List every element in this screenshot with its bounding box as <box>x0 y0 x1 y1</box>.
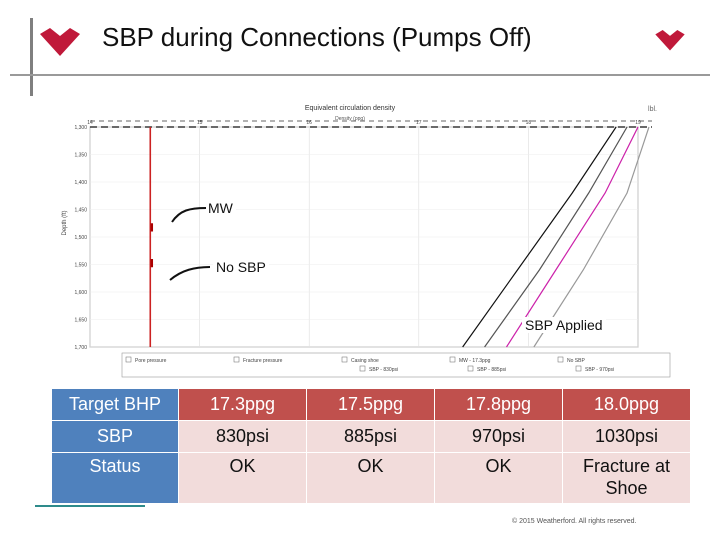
legend-checkbox-5 <box>359 365 366 372</box>
brand-logo-icon-right <box>655 30 685 51</box>
title-divider-horizontal <box>10 74 710 76</box>
slide-title: SBP during Connections (Pumps Off) <box>102 22 532 52</box>
title-divider-vertical <box>30 18 33 96</box>
legend-checkbox-2 <box>341 356 348 363</box>
cell-bhp-2: 17.5ppg <box>307 389 435 421</box>
cell-sbp-1: 830psi <box>179 421 307 453</box>
legend-label-3: MW - 17.3ppg <box>459 358 491 364</box>
row-header-status: Status <box>52 453 179 503</box>
y-axis-label: Depth (ft) <box>62 210 68 235</box>
y-tick-label-2: 1,400 <box>74 180 87 186</box>
legend-checkbox-3 <box>449 356 456 363</box>
legend-label-2: Casing shoe <box>351 358 379 364</box>
legend-box <box>121 352 671 378</box>
table-row-sbp: SBP 830psi 885psi 970psi 1030psi <box>52 421 691 453</box>
cell-bhp-4: 18.0ppg <box>563 389 691 421</box>
y-tick-label-4: 1,500 <box>74 235 87 241</box>
cell-status-4: Fracture at Shoe <box>563 453 691 503</box>
legend-label-7: SBP - 970psi <box>585 367 614 373</box>
legend-label-4: No SBP <box>567 358 585 364</box>
series-line-4 <box>505 126 639 348</box>
x-tick-label-2: 16 <box>306 120 312 126</box>
copyright-text: © 2015 Weatherford. All rights reserved. <box>512 518 637 525</box>
legend-label-0: Pore pressure <box>135 358 167 364</box>
y-tick-label-0: 1,300 <box>74 125 87 131</box>
y-tick-label-6: 1,600 <box>74 290 87 296</box>
ecd-chart: Equivalent circulation density Density (… <box>60 95 672 379</box>
brand-logo-icon <box>40 28 80 56</box>
legend-checkbox-7 <box>575 365 582 372</box>
y-tick-label-1: 1,350 <box>74 153 87 159</box>
x-tick-label-1: 15 <box>197 120 203 126</box>
cell-status-1: OK <box>179 453 307 503</box>
legend-checkbox-0 <box>125 356 132 363</box>
leader-mw <box>171 207 207 223</box>
row-header-sbp: SBP <box>52 421 179 453</box>
y-tick-label-5: 1,550 <box>74 263 87 269</box>
series-line-5 <box>533 126 650 348</box>
bhp-table: Target BHP 17.3ppg 17.5ppg 17.8ppg 18.0p… <box>52 389 691 503</box>
callout-no-sbp: No SBP <box>213 259 269 275</box>
legend-label-6: SBP - 885psi <box>477 367 506 373</box>
legend-checkbox-4 <box>557 356 564 363</box>
callout-sbp-applied: SBP Applied <box>522 317 606 333</box>
cell-bhp-1: 17.3ppg <box>179 389 307 421</box>
leader-no-sbp <box>169 266 210 281</box>
legend-label-1: Fracture pressure <box>243 358 283 364</box>
callout-mw: MW <box>205 200 236 216</box>
footer-accent-line <box>35 505 145 507</box>
chart-subtitle: Density (ppg) <box>335 116 365 122</box>
callout-leaders <box>169 207 210 281</box>
cell-sbp-4: 1030psi <box>563 421 691 453</box>
y-tick-label-3: 1,450 <box>74 208 87 214</box>
table-row-status: Status OK OK OK Fracture at Shoe <box>52 453 691 503</box>
legend-label-5: SBP - 830psi <box>369 367 398 373</box>
chart-legend: Pore pressure Fracture pressure Casing sho… <box>121 352 671 378</box>
legend-checkbox-6 <box>467 365 474 372</box>
cell-status-2: OK <box>307 453 435 503</box>
legend-checkbox-1 <box>233 356 240 363</box>
cell-status-3: OK <box>435 453 563 503</box>
cell-sbp-3: 970psi <box>435 421 563 453</box>
series-line-2 <box>462 126 617 348</box>
cell-sbp-2: 885psi <box>307 421 435 453</box>
chart-title: Equivalent circulation density <box>305 105 396 112</box>
x-tick-label-5: 19 <box>635 120 641 126</box>
chart-corner-label: lbl. <box>648 106 657 113</box>
x-tick-label-4: 18 <box>526 120 532 126</box>
x-tick-label-3: 17 <box>416 120 422 126</box>
cell-bhp-3: 17.8ppg <box>435 389 563 421</box>
row-header-target-bhp: Target BHP <box>52 389 179 421</box>
x-tick-label-0: 14 <box>87 120 93 126</box>
y-tick-label-7: 1,650 <box>74 318 87 324</box>
y-tick-label-8: 1,700 <box>74 345 87 351</box>
series-line-3 <box>484 126 628 348</box>
table-row-target-bhp: Target BHP 17.3ppg 17.5ppg 17.8ppg 18.0p… <box>52 389 691 421</box>
